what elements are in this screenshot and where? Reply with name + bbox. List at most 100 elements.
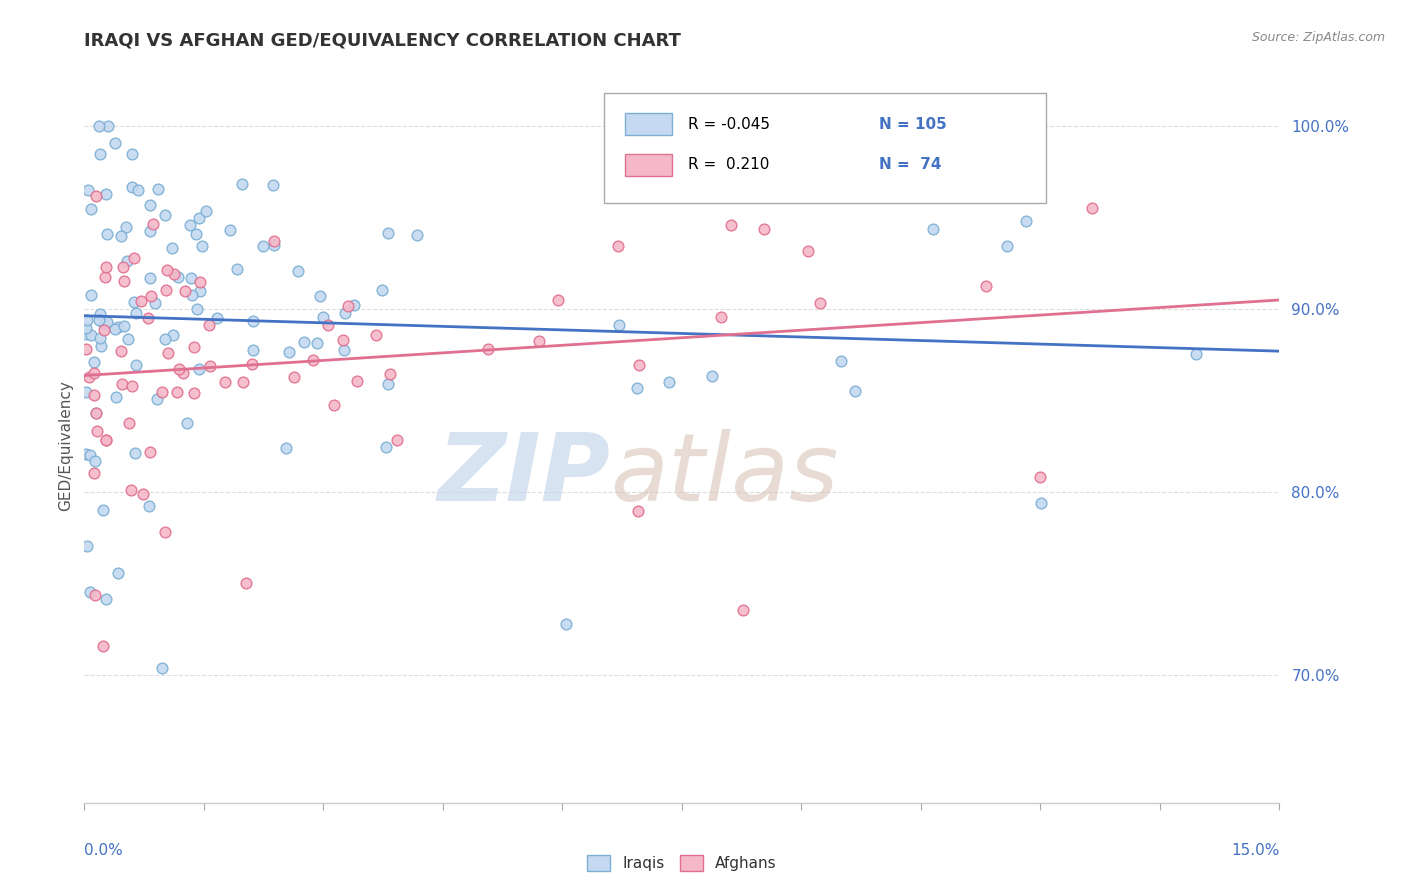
Point (89, 331, 111, 345)
Point (252, 238, 274, 252)
Point (75, 384, 97, 399)
Y-axis label: GED/Equivalency: GED/Equivalency (58, 381, 73, 511)
Point (179, 218, 201, 232)
Point (555, 616, 578, 631)
Point (333, 343, 356, 358)
Point (77, 369, 100, 384)
Point (1029, 470, 1052, 484)
Point (188, 275, 211, 289)
Point (86, 424, 108, 438)
Point (547, 293, 569, 308)
Point (96, 187, 118, 202)
Point (197, 318, 219, 333)
Point (205, 311, 228, 326)
Point (142, 217, 165, 231)
Point (754, 222, 776, 236)
Point (87, 119, 110, 133)
Point (305, 335, 328, 350)
Point (302, 353, 325, 368)
Point (124, 251, 146, 265)
Point (995, 239, 1018, 253)
Point (111, 377, 134, 392)
Point (110, 344, 132, 359)
Point (117, 416, 139, 430)
Point (318, 318, 340, 332)
Point (103, 322, 125, 336)
Point (117, 332, 139, 346)
Text: IRAQI VS AFGHAN GED/EQUIVALENCY CORRELATION CHART: IRAQI VS AFGHAN GED/EQUIVALENCY CORRELAT… (84, 31, 682, 49)
Point (94, 433, 117, 447)
Point (96, 260, 118, 275)
Point (160, 241, 183, 255)
Point (79, 202, 101, 216)
Point (191, 239, 214, 253)
Point (84, 454, 107, 468)
Point (346, 374, 368, 388)
Point (1015, 214, 1038, 228)
Point (242, 314, 264, 328)
Point (312, 310, 335, 324)
Point (90, 339, 112, 353)
Point (153, 208, 176, 222)
Point (112, 274, 135, 288)
Point (922, 221, 945, 235)
Point (83, 466, 105, 480)
Point (710, 310, 733, 324)
Point (83, 388, 105, 402)
Point (335, 306, 357, 320)
Point (405, 227, 427, 242)
Point (188, 362, 211, 376)
Point (84, 406, 107, 420)
Point (1081, 201, 1104, 215)
Bar (624, 113, 672, 135)
Point (112, 260, 135, 275)
Point (79, 448, 101, 462)
Point (139, 445, 162, 459)
Text: 0.0%: 0.0% (84, 843, 124, 858)
Point (75, 326, 97, 341)
Point (627, 504, 650, 518)
Point (153, 332, 176, 346)
Point (974, 278, 997, 293)
Point (375, 440, 398, 454)
Point (96, 315, 118, 329)
Point (155, 283, 177, 297)
Point (385, 433, 408, 447)
Point (277, 344, 299, 359)
Point (75, 447, 97, 461)
Point (121, 147, 143, 161)
Point (184, 227, 207, 241)
Point (132, 486, 155, 500)
Point (79, 585, 101, 599)
Point (731, 603, 754, 617)
Point (477, 342, 499, 356)
Point (172, 366, 194, 380)
Point (219, 223, 242, 237)
Point (152, 384, 174, 399)
Point (162, 327, 184, 342)
Text: R =  0.210: R = 0.210 (688, 157, 769, 172)
Point (283, 369, 305, 384)
Point (89, 147, 111, 161)
Point (83, 355, 105, 369)
Point (173, 284, 195, 298)
Point (808, 295, 831, 310)
Point (308, 288, 330, 302)
Point (76, 539, 98, 553)
Point (226, 262, 249, 277)
Point (139, 289, 162, 303)
Point (607, 318, 630, 332)
Point (129, 293, 152, 308)
Point (232, 375, 254, 389)
Point (167, 362, 190, 376)
Legend: Iraqis, Afghans: Iraqis, Afghans (581, 849, 783, 877)
Point (124, 446, 146, 460)
Point (84, 406, 107, 420)
Point (700, 368, 723, 383)
Point (122, 294, 145, 309)
Point (626, 381, 648, 395)
Point (186, 302, 208, 317)
Bar (624, 154, 672, 176)
Point (606, 239, 628, 253)
Point (188, 211, 211, 226)
